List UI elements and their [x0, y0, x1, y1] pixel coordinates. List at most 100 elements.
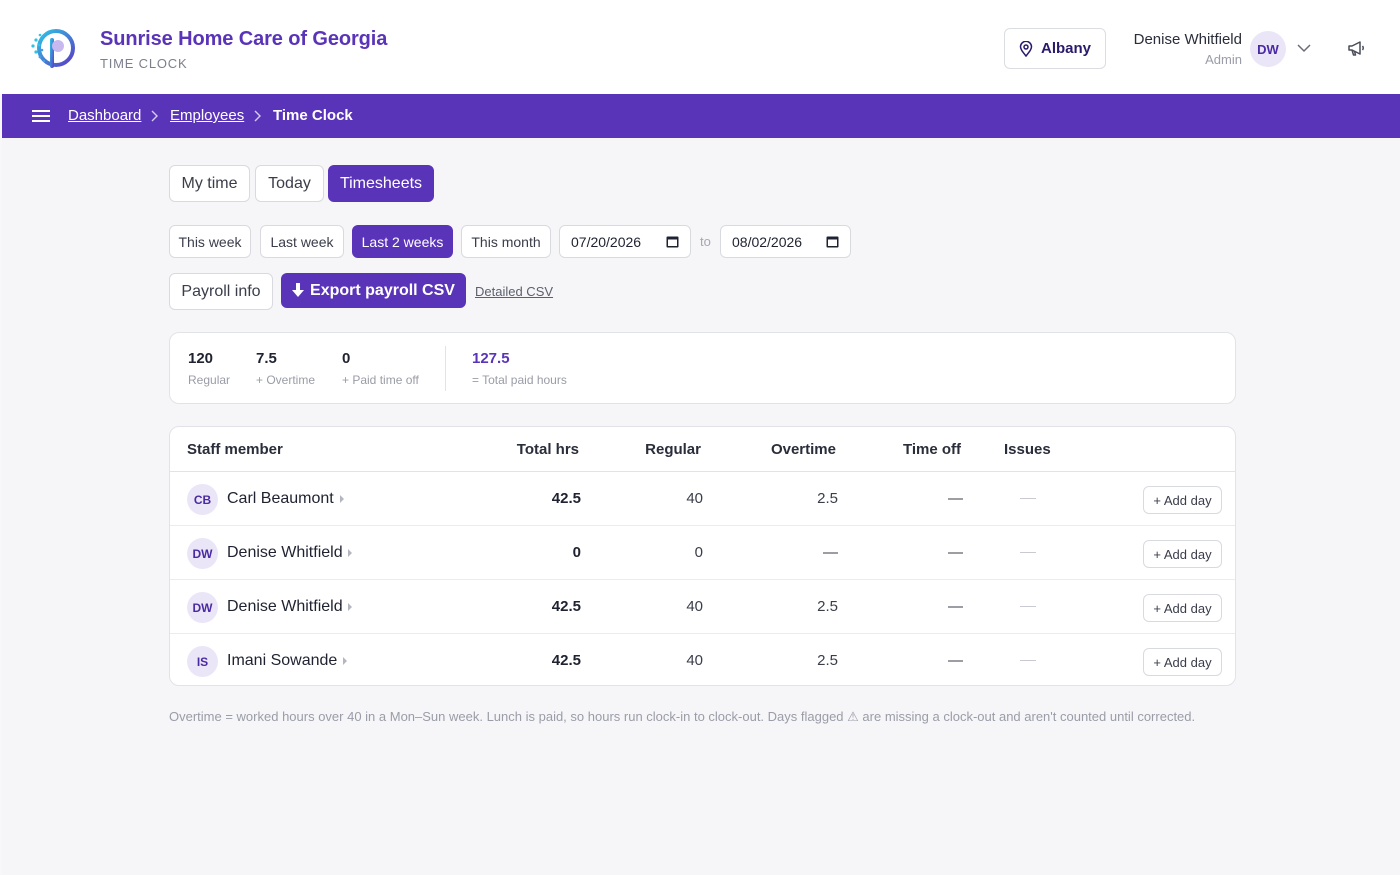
column-header-issues[interactable]: Issues — [1004, 441, 1051, 458]
caret-right-icon[interactable] — [347, 602, 353, 612]
regular-hours: 40 — [686, 652, 703, 669]
issues-empty-dash — [1020, 552, 1036, 553]
staff-name[interactable]: Denise Whitfield — [227, 598, 343, 615]
date-range-separator: to — [700, 234, 711, 249]
tab-my-time[interactable]: My time — [169, 165, 250, 202]
staff-avatar: CB — [187, 484, 218, 515]
range-this-week[interactable]: This week — [169, 225, 251, 258]
overtime-hours: 2.5 — [817, 490, 838, 507]
issues-empty-dash — [1020, 606, 1036, 607]
total-paid-hours-label: = Total paid hours — [472, 373, 567, 387]
overtime-hours: 2.5 — [817, 652, 838, 669]
tab-timesheets[interactable]: Timesheets — [328, 165, 434, 202]
row-divider — [170, 633, 1235, 634]
total-hours: 42.5 — [551, 652, 581, 669]
row-divider — [170, 579, 1235, 580]
staff-avatar: DW — [187, 592, 218, 623]
table-row[interactable]: IS Imani Sowande 42.5 40 2.5 — + Add day — [170, 634, 1235, 685]
staff-name[interactable]: Imani Sowande — [227, 652, 338, 669]
total-hours: 42.5 — [551, 490, 581, 507]
table-row[interactable]: CB Carl Beaumont 42.5 40 2.5 — + Add day — [170, 472, 1235, 526]
overtime-hours: — — [823, 544, 838, 561]
paid-time-off-value: 0 — [342, 350, 351, 367]
regular-hours-value: 120 — [188, 350, 214, 367]
total-hours: 42.5 — [551, 598, 581, 615]
top-header: Sunrise Home Care of Georgia TIME CLOCK … — [0, 0, 1400, 94]
staff-name[interactable]: Denise Whitfield — [227, 544, 343, 561]
date-to-input[interactable]: 08/02/2026 — [720, 225, 851, 258]
overtime-hours-value: 7.5 — [256, 350, 277, 367]
row-divider — [170, 525, 1235, 526]
staff-avatar: IS — [187, 646, 218, 677]
staff-avatar: DW — [187, 538, 218, 569]
map-pin-icon — [1019, 40, 1033, 57]
staff-name[interactable]: Carl Beaumont — [227, 490, 334, 507]
user-name[interactable]: Denise Whitfield — [1133, 31, 1242, 48]
download-arrow-icon — [292, 283, 305, 297]
hours-summary-card: 120 Regular 7.5 + Overtime 0 + Paid time… — [169, 332, 1236, 404]
calendar-icon[interactable] — [826, 235, 839, 248]
column-header-regular[interactable]: Regular — [645, 441, 701, 458]
column-header-overtime[interactable]: Overtime — [770, 441, 836, 458]
header-divider — [170, 471, 1235, 472]
date-from-input[interactable]: 07/20/2026 — [559, 225, 691, 258]
table-row[interactable]: DW Denise Whitfield 0 0 — — + Add day — [170, 526, 1235, 580]
breadcrumb-employees[interactable]: Employees — [170, 107, 245, 124]
table-row[interactable]: DW Denise Whitfield 42.5 40 2.5 — + Add … — [170, 580, 1235, 634]
regular-hours-label: Regular — [188, 373, 231, 387]
column-header-staff[interactable]: Staff member — [187, 441, 283, 458]
regular-hours: 40 — [686, 490, 703, 507]
caret-right-icon[interactable] — [342, 656, 348, 666]
overtime-hours: 2.5 — [817, 598, 838, 615]
chevron-right-icon — [151, 110, 158, 122]
user-role: Admin — [1205, 52, 1242, 67]
payroll-info-button[interactable]: Payroll info — [169, 273, 273, 310]
export-payroll-csv-button[interactable]: Export payroll CSV — [281, 273, 466, 308]
location-label: Albany — [1040, 40, 1091, 57]
location-button[interactable]: Albany — [1004, 28, 1106, 69]
add-day-button[interactable]: + Add day — [1143, 594, 1222, 622]
total-hours: 0 — [572, 544, 581, 561]
detailed-csv-link[interactable]: Detailed CSV — [475, 284, 554, 299]
time-off-hours: — — [948, 598, 963, 615]
overtime-hours-label: + Overtime — [256, 373, 316, 387]
calendar-icon[interactable] — [666, 235, 679, 248]
total-paid-hours-value: 127.5 — [472, 350, 510, 367]
time-off-hours: — — [948, 652, 963, 669]
overtime-footnote: Overtime = worked hours over 40 in a Mon… — [169, 709, 1196, 724]
paid-time-off-label: + Paid time off — [342, 373, 419, 387]
breadcrumb-time-clock: Time Clock — [273, 107, 353, 124]
breadcrumb-dashboard[interactable]: Dashboard — [68, 107, 142, 124]
chevron-right-icon — [254, 110, 261, 122]
range-last-week[interactable]: Last week — [260, 225, 344, 258]
brand-logo-icon — [31, 29, 75, 68]
issues-empty-dash — [1020, 660, 1036, 661]
add-day-button[interactable]: + Add day — [1143, 648, 1222, 676]
breadcrumb-bar: Dashboard Employees Time Clock — [2, 94, 1400, 138]
range-last-2-weeks[interactable]: Last 2 weeks — [352, 225, 453, 258]
date-to-value: 08/02/2026 — [732, 233, 803, 250]
regular-hours: 0 — [694, 544, 703, 561]
export-payroll-csv-label: Export payroll CSV — [310, 281, 455, 299]
column-header-time-off[interactable]: Time off — [902, 441, 961, 458]
user-avatar[interactable]: DW — [1250, 31, 1286, 67]
regular-hours: 40 — [686, 598, 703, 615]
timesheet-table: Staff member Total hrs Regular Overtime … — [169, 426, 1236, 686]
add-day-button[interactable]: + Add day — [1143, 486, 1222, 514]
issues-empty-dash — [1020, 498, 1036, 499]
megaphone-icon[interactable] — [1346, 38, 1366, 58]
brand-title: Sunrise Home Care of Georgia — [100, 28, 388, 50]
time-off-hours: — — [948, 490, 963, 507]
hamburger-menu-icon[interactable] — [32, 108, 50, 124]
caret-right-icon[interactable] — [347, 548, 353, 558]
time-off-hours: — — [948, 544, 963, 561]
tab-today[interactable]: Today — [255, 165, 324, 202]
chevron-down-icon[interactable] — [1296, 40, 1312, 56]
date-from-value: 07/20/2026 — [571, 233, 642, 250]
summary-divider — [445, 346, 446, 391]
range-this-month[interactable]: This month — [461, 225, 551, 258]
add-day-button[interactable]: + Add day — [1143, 540, 1222, 568]
caret-right-icon[interactable] — [339, 494, 345, 504]
column-header-total[interactable]: Total hrs — [516, 441, 579, 458]
brand-subtitle: TIME CLOCK — [100, 56, 188, 71]
